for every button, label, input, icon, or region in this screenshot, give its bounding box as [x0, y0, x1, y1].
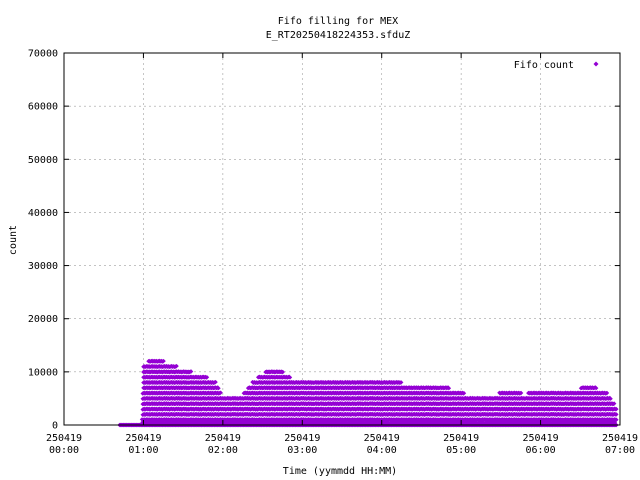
x-tick-label-time: 00:00 — [49, 445, 79, 456]
y-axis-label: count — [8, 225, 19, 255]
legend-marker — [593, 61, 599, 67]
y-axis: 0 10000 20000 30000 40000 50000 60000 70000 — [28, 49, 620, 432]
x-axis-label: Time (yymmdd HH:MM) — [283, 466, 397, 477]
x-tick-label-time: 07:00 — [605, 445, 635, 456]
y-tick-label: 10000 — [28, 367, 58, 378]
x-tick-label-date: 250419 — [125, 433, 161, 444]
y-tick-label: 40000 — [28, 208, 58, 219]
x-tick-label-date: 250419 — [523, 433, 559, 444]
data-points — [117, 358, 619, 428]
x-tick-label-time: 05:00 — [446, 445, 476, 456]
y-tick-label: 0 — [52, 421, 58, 432]
x-axis: 25041900:0025041901:0025041902:002504190… — [46, 53, 638, 456]
x-tick-label-date: 250419 — [443, 433, 479, 444]
y-tick-label: 20000 — [28, 314, 58, 325]
series-fifo-count-points — [117, 358, 619, 428]
legend-label: Fifo count — [514, 60, 574, 71]
y-tick-label: 60000 — [28, 102, 58, 113]
x-tick-label-time: 02:00 — [208, 445, 238, 456]
x-tick-label-time: 01:00 — [128, 445, 158, 456]
x-tick-label-date: 250419 — [364, 433, 400, 444]
y-tick-label: 50000 — [28, 155, 58, 166]
x-tick-label-date: 250419 — [284, 433, 320, 444]
x-tick-label-date: 250419 — [46, 433, 82, 444]
legend: Fifo count — [514, 60, 599, 71]
x-tick-label-time: 06:00 — [526, 445, 556, 456]
x-tick-label-date: 250419 — [602, 433, 638, 444]
chart-title: Fifo filling for MEX — [278, 16, 398, 27]
x-tick-label-date: 250419 — [205, 433, 241, 444]
y-tick-label: 70000 — [28, 49, 58, 60]
grid-lines — [64, 53, 620, 425]
plot-frame — [63, 52, 621, 426]
chart-subtitle: E_RT20250418224353.sfduZ — [266, 30, 411, 41]
y-tick-label: 30000 — [28, 261, 58, 272]
x-tick-label-time: 04:00 — [367, 445, 397, 456]
x-tick-label-time: 03:00 — [287, 445, 317, 456]
